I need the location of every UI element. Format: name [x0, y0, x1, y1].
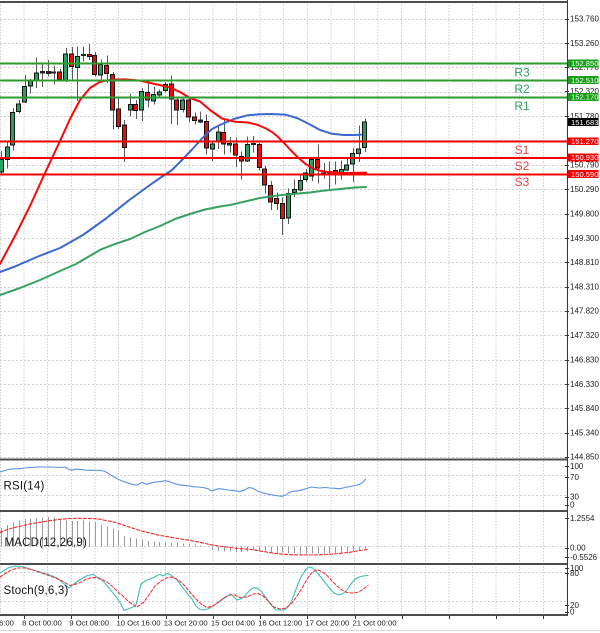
svg-text:152.770: 152.770 — [570, 63, 599, 72]
svg-text:148.310: 148.310 — [570, 283, 599, 292]
svg-text:100: 100 — [570, 462, 584, 471]
svg-text:152.510: 152.510 — [571, 76, 598, 85]
svg-text:16 Oct 12:00: 16 Oct 12:00 — [258, 619, 302, 628]
svg-text:151.683: 151.683 — [571, 118, 598, 127]
svg-text:8 Oct 00:00: 8 Oct 00:00 — [22, 619, 62, 628]
svg-text:0: 0 — [570, 501, 575, 510]
svg-text:R1: R1 — [514, 99, 530, 113]
svg-text:Stoch(9,6,3): Stoch(9,6,3) — [4, 585, 69, 597]
svg-text:15 Oct 04:00: 15 Oct 04:00 — [211, 619, 255, 628]
svg-text:30: 30 — [570, 493, 579, 502]
svg-text:145.840: 145.840 — [570, 404, 599, 413]
svg-text:S2: S2 — [515, 159, 530, 173]
svg-text:151.780: 151.780 — [570, 112, 599, 121]
svg-text:0: 0 — [570, 608, 575, 617]
svg-text:150.590: 150.590 — [571, 170, 598, 179]
svg-text:150.790: 150.790 — [570, 161, 599, 170]
svg-text:S1: S1 — [515, 143, 530, 157]
svg-text:153.260: 153.260 — [570, 39, 599, 48]
svg-text:0.00: 0.00 — [570, 544, 586, 553]
svg-text:S3: S3 — [515, 175, 530, 189]
svg-text:21 Oct 00:00: 21 Oct 00:00 — [353, 619, 397, 628]
svg-text:100: 100 — [570, 564, 584, 573]
svg-text:6:00: 6:00 — [0, 619, 14, 628]
svg-text:148.810: 148.810 — [570, 258, 599, 267]
svg-text:144.850: 144.850 — [570, 453, 599, 462]
svg-text:9 Oct 08:00: 9 Oct 08:00 — [69, 619, 109, 628]
svg-text:149.300: 149.300 — [570, 234, 599, 243]
svg-text:-0.5526: -0.5526 — [570, 553, 598, 562]
svg-text:10 Oct 16:00: 10 Oct 16:00 — [117, 619, 161, 628]
svg-text:70: 70 — [570, 473, 579, 482]
svg-text:20: 20 — [570, 601, 579, 610]
svg-text:147.320: 147.320 — [570, 331, 599, 340]
svg-text:152.170: 152.170 — [571, 93, 598, 102]
svg-text:152.320: 152.320 — [570, 87, 599, 96]
svg-text:146.830: 146.830 — [570, 355, 599, 364]
svg-text:13 Oct 20:00: 13 Oct 20:00 — [164, 619, 208, 628]
svg-text:RSI(14): RSI(14) — [4, 480, 45, 492]
svg-text:17 Oct 20:00: 17 Oct 20:00 — [305, 619, 349, 628]
svg-text:149.800: 149.800 — [570, 209, 599, 218]
svg-text:MACD(12,26,9): MACD(12,26,9) — [5, 537, 88, 549]
svg-text:151.270: 151.270 — [571, 137, 598, 146]
svg-text:150.930: 150.930 — [571, 153, 598, 162]
svg-text:R2: R2 — [514, 82, 530, 96]
svg-text:145.340: 145.340 — [570, 429, 599, 438]
svg-text:146.330: 146.330 — [570, 380, 599, 389]
svg-text:152.850: 152.850 — [571, 59, 598, 68]
svg-text:1.2554: 1.2554 — [570, 514, 595, 523]
svg-text:153.760: 153.760 — [570, 15, 599, 24]
svg-text:150.290: 150.290 — [570, 185, 599, 194]
svg-text:R3: R3 — [514, 66, 530, 80]
svg-text:147.820: 147.820 — [570, 307, 599, 316]
svg-text:80: 80 — [570, 569, 579, 578]
